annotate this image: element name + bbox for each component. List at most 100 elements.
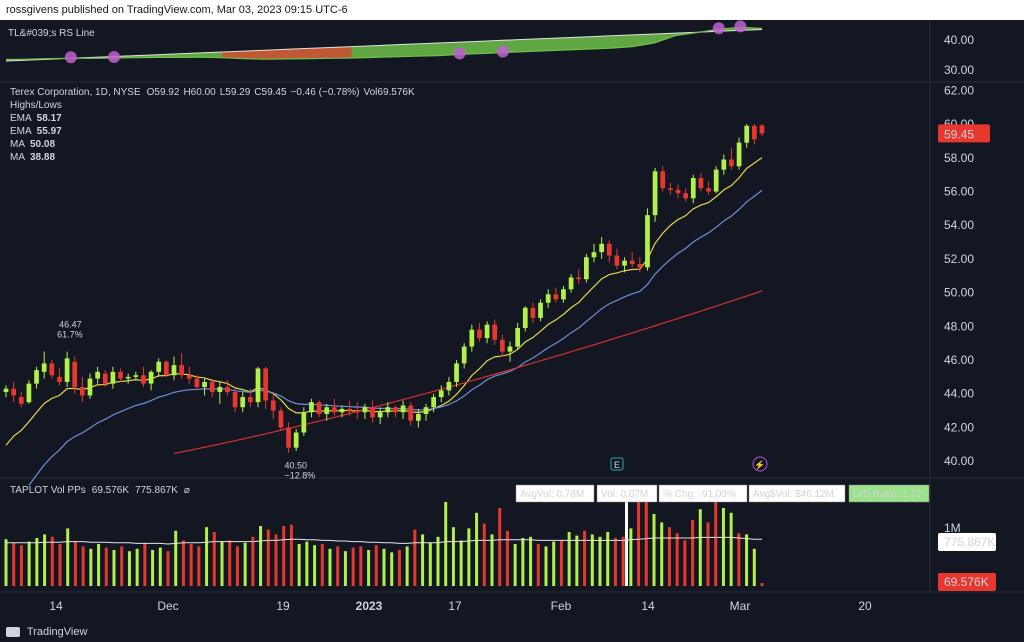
rs-tick-label: 40.00 [944,33,974,47]
candle-body [385,407,391,413]
candle-body [599,243,605,253]
candle-body [148,371,154,384]
volume-bar [58,544,62,586]
price-tick-label: 62.00 [944,83,974,97]
candle-body [3,388,9,393]
price-tick-label: 52.00 [944,252,974,266]
candle-body [751,125,757,140]
volume-bar [729,512,733,586]
candle-body [499,339,505,352]
date-axis-label: 19 [276,599,290,613]
volume-bar [151,550,155,586]
publish-header: rossgivens published on TradingView.com,… [0,0,1024,20]
volume-highlight-bar [625,500,628,586]
candle-body [95,371,101,379]
price-tick-label: 54.00 [944,218,974,232]
candle-body [362,407,368,413]
rs-negative-area [222,46,352,60]
volume-bar [606,532,610,586]
candle-body [515,328,521,347]
stat-vol-box [596,484,658,503]
volume-bar [127,551,131,586]
candle-body [232,392,238,408]
volume-bar [166,551,170,586]
price-chart[interactable]: TL&#039;s RS Line 40.00 30.00 Terex Corpora… [0,0,1024,622]
volume-bar [513,544,517,586]
legend-indicator-name: MA [10,152,25,163]
candle-body [49,363,55,376]
candle-body [102,373,108,384]
candle-body [652,171,658,216]
legend-change: −0.46 (−0.78%) [291,87,360,98]
volume-bar [73,541,77,586]
candle-body [438,390,444,398]
volume-bar [243,542,247,586]
candle-body [622,260,627,266]
volume-bar [266,529,270,586]
candle-body [186,375,192,379]
legend-symbol: Terex Corporation, 1D, NYSE [10,87,141,98]
volume-bar [629,528,633,586]
legend-open: 59.92 [154,87,179,98]
volume-bar [97,544,101,586]
volume-bar [320,544,324,586]
volume-bar [683,540,687,586]
candle-body [26,383,32,403]
candle-body [614,255,620,266]
price-tick-label: 42.00 [944,420,974,434]
ema-fast-line [5,157,763,446]
volume-tick-label: 1M [944,521,961,535]
candle-body [240,397,246,408]
volume-bar [691,520,695,586]
volume-bar [390,552,394,586]
volume-bar [235,546,239,586]
volume-bar [405,546,409,586]
volume-bar [181,540,185,586]
candle-body [415,413,421,421]
volume-bar [413,529,417,586]
legend-indicator-name: MA [10,139,25,150]
candle-body [377,412,383,418]
volume-bar [397,550,401,586]
candle-body [507,346,513,352]
candle-body [690,178,696,199]
volume-bar [158,547,162,586]
stat-pct-change-box [658,484,748,503]
candle-body [57,376,62,382]
volume-bar [19,545,23,586]
volume-bar [297,544,301,586]
volume-bar [660,522,664,586]
candle-body [675,189,681,194]
candle-body [545,294,551,303]
dividend-event-icon[interactable] [752,456,768,472]
legend-low: 59.29 [225,87,250,98]
candle-body [339,408,345,413]
volume-bar [505,530,509,586]
volume-bar [197,546,201,586]
candle-body [263,368,269,401]
volume-bar [482,523,486,586]
candle-body [293,432,299,448]
low-annotation-pct: −12.8% [285,471,316,481]
volume-bar [613,538,617,586]
candle-body [706,188,711,192]
volume-title: TAPLOT Vol PPs [10,485,86,496]
volume-bar [590,534,594,586]
volume-bar [382,548,386,586]
candle-body [446,381,452,391]
volume-bar [12,542,16,586]
candle-body [125,376,131,379]
candle-body [270,400,276,411]
volume-bar [228,540,232,586]
candle-body [759,125,765,134]
high-annotation: 46.47 [59,320,82,330]
volume-bar [444,502,448,586]
candle-body [553,294,559,300]
volume-bar [343,551,347,586]
volume-bar [536,544,540,586]
candle-body [316,402,322,414]
volume-bar [27,541,31,586]
volume-bar [467,528,471,586]
earnings-event-icon[interactable] [610,457,624,471]
volume-bar [721,508,725,586]
